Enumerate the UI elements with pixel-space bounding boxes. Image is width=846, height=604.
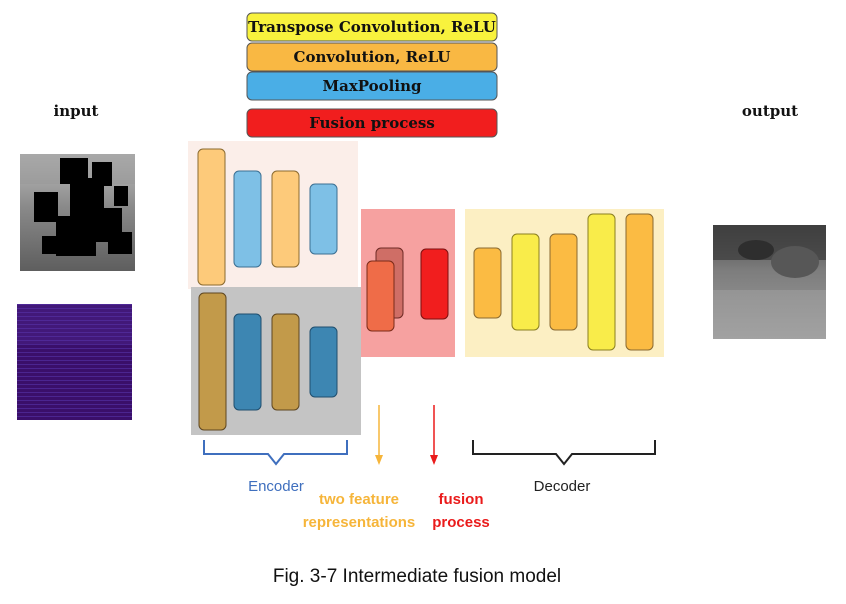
encoder-brace [203,440,348,466]
legend: Transpose Convolution, ReLU Convolution,… [246,12,498,138]
fusion-arrow [430,405,438,465]
encoder-rgb-pool2 [309,183,338,255]
encoder-rgb-pool1 [233,170,262,268]
legend-fusion-label: Fusion process [309,114,435,132]
feature-label-line1: two feature [319,491,399,508]
legend-transpose-label: Transpose Convolution, ReLU [248,18,496,36]
legend-conv-label: Convolution, ReLU [294,48,451,66]
encoder-depth-conv2 [271,313,300,411]
input-rgb-image [20,154,135,271]
legend-conv-swatch [246,42,498,72]
feature-label-line2: representations [303,514,416,531]
decoder-label: Decoder [534,478,591,495]
figure-caption: Fig. 3-7 Intermediate fusion model [273,566,561,587]
legend-pool-swatch [246,71,498,101]
encoder-rgb-conv1 [197,148,226,286]
legend-fusion-swatch [246,108,498,138]
encoder-depth-conv1 [198,292,227,431]
decoder-conv1 [473,247,502,319]
encoder-label: Encoder [248,478,304,495]
fusion-label-line1: fusion [439,491,484,508]
fusion-feature-front [366,260,395,332]
feature-arrow [375,405,383,465]
encoder-rgb-conv2 [271,170,300,268]
legend-transpose-swatch [246,12,498,42]
fusion-label-line2: process [432,514,490,531]
decoder-transpose1 [511,233,540,331]
encoder-depth-pool2 [309,326,338,398]
input-depth-image [17,304,132,420]
decoder-brace [472,440,656,466]
fusion-output [420,248,449,320]
decoder-transpose2 [587,213,616,351]
decoder-conv2 [549,233,578,331]
output-image [713,225,826,339]
legend-pool-label: MaxPooling [323,77,422,95]
output-label: output [742,102,798,120]
input-label: input [54,102,99,120]
encoder-depth-pool1 [233,313,262,411]
decoder-conv3 [625,213,654,351]
